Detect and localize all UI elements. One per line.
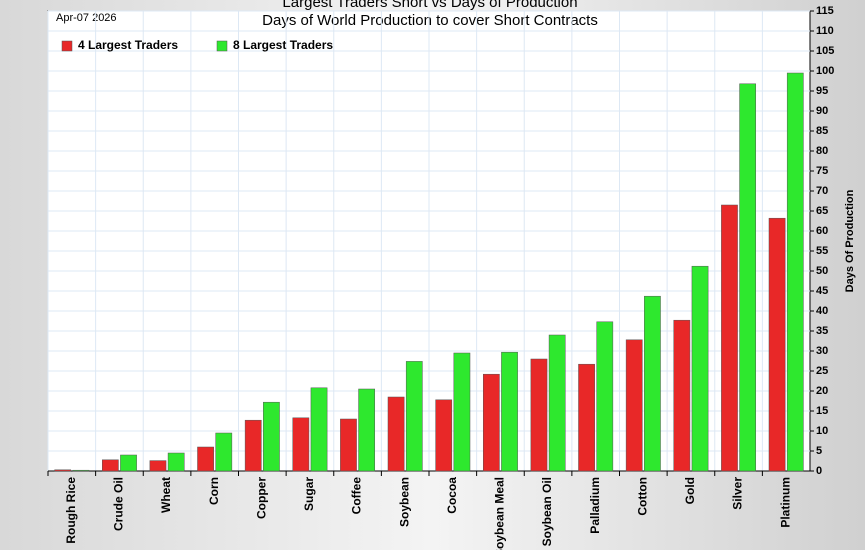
y-tick-label: 115	[816, 5, 834, 17]
y-tick-label: 80	[816, 145, 828, 157]
bar	[530, 358, 548, 472]
y-tick-label: 60	[816, 225, 828, 237]
chart-title: Largest Traders Short vs Days of Product…	[282, 0, 577, 11]
bar	[548, 334, 566, 472]
bar	[453, 352, 471, 472]
x-tick-label: Palladium	[588, 477, 602, 534]
x-tick-label: Wheat	[159, 477, 173, 513]
x-tick-label: Cocoa	[445, 477, 459, 514]
bar	[691, 265, 709, 472]
bar	[340, 418, 357, 472]
bar	[197, 446, 214, 472]
y-tick-label: 105	[816, 45, 834, 57]
bar	[149, 460, 167, 472]
legend-label: 4 Largest Traders	[78, 38, 178, 52]
x-tick-label: Platinum	[778, 477, 792, 528]
bar	[101, 459, 119, 472]
bar	[596, 321, 614, 472]
bar	[768, 217, 786, 472]
bar	[215, 432, 233, 472]
x-tick-label: Soybean Meal	[493, 477, 507, 550]
bar	[54, 469, 72, 472]
y-tick-label: 65	[816, 205, 828, 217]
x-tick-label: Crude Oil	[112, 477, 126, 531]
legend-swatch	[216, 40, 228, 52]
y-tick-label: 20	[816, 385, 828, 397]
bar	[501, 351, 518, 472]
x-tick-label: Sugar	[302, 477, 316, 511]
x-tick-label: Cotton	[635, 477, 649, 516]
bar	[405, 361, 423, 472]
y-tick-label: 5	[816, 445, 822, 457]
y-tick-label: 0	[816, 465, 822, 477]
y-tick-label: 40	[816, 305, 828, 317]
bar	[739, 83, 757, 472]
date-label: Apr-07 2026	[56, 12, 117, 24]
bar	[292, 417, 310, 472]
bar	[673, 319, 691, 472]
x-tick-label: Soybean Oil	[540, 477, 554, 546]
x-tick-label: Silver	[731, 477, 745, 510]
y-tick-label: 100	[816, 65, 834, 77]
bar	[482, 373, 500, 472]
x-tick-label: Copper	[254, 477, 268, 519]
y-tick-label: 30	[816, 345, 828, 357]
chart-subtitle: Days of World Production to cover Short …	[262, 12, 598, 29]
y-tick-label: 95	[816, 85, 828, 97]
y-tick-label: 45	[816, 285, 828, 297]
y-tick-label: 10	[816, 425, 828, 437]
x-tick-label: Soybean	[397, 477, 411, 527]
y-axis-label: Days Of Production	[844, 189, 856, 292]
y-tick-label: 15	[816, 405, 828, 417]
bar	[358, 388, 376, 472]
y-tick-label: 50	[816, 265, 828, 277]
y-tick-label: 25	[816, 365, 828, 377]
bar	[120, 454, 137, 472]
y-tick-label: 75	[816, 165, 828, 177]
y-tick-label: 35	[816, 325, 828, 337]
bar	[644, 295, 661, 472]
bar	[167, 452, 185, 472]
bar	[435, 399, 453, 472]
x-tick-label: Coffee	[350, 477, 364, 515]
y-tick-label: 70	[816, 185, 828, 197]
bar	[72, 469, 90, 472]
y-tick-label: 110	[816, 25, 834, 37]
bar	[721, 204, 738, 472]
bar	[387, 396, 405, 472]
y-tick-label: 55	[816, 245, 828, 257]
bar	[263, 401, 280, 472]
y-tick-label: 85	[816, 125, 828, 137]
legend-label: 8 Largest Traders	[233, 38, 333, 52]
x-tick-label: Corn	[207, 477, 221, 505]
x-tick-label: Rough Rice	[64, 477, 78, 544]
x-tick-label: Gold	[683, 477, 697, 504]
bar	[578, 363, 595, 472]
bar	[786, 72, 804, 472]
bar	[310, 387, 328, 472]
bar	[625, 339, 643, 472]
y-tick-label: 90	[816, 105, 828, 117]
bar	[244, 419, 262, 472]
legend-swatch	[61, 40, 73, 52]
